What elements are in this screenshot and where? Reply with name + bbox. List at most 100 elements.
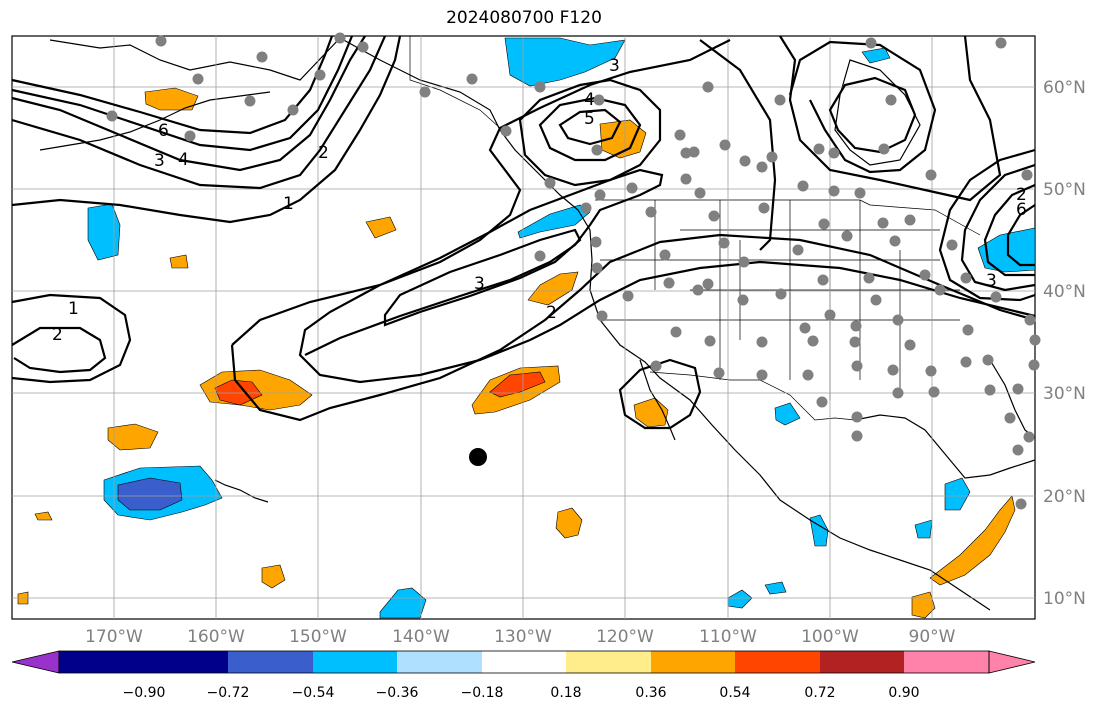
colorbar-bin bbox=[313, 651, 397, 673]
shade-orange-pac2 bbox=[169, 254, 189, 269]
lat-label: 30°N bbox=[1043, 384, 1086, 404]
lon-label: 150°W bbox=[289, 627, 347, 647]
shade-blue-south3 bbox=[764, 581, 787, 595]
colorbar-tick: 0.90 bbox=[888, 685, 919, 701]
contour-east-4 bbox=[1006, 204, 1036, 267]
contour-label: 3 bbox=[474, 274, 485, 294]
contour-1-left bbox=[11, 293, 132, 384]
border-alaska bbox=[409, 36, 501, 129]
contour-label: 6 bbox=[1016, 200, 1027, 220]
lon-label: 160°W bbox=[187, 627, 245, 647]
border-us-canada bbox=[595, 199, 981, 236]
lon-label: 170°W bbox=[85, 627, 143, 647]
colorbar-tick: −0.36 bbox=[376, 685, 419, 701]
contour-label: 3 bbox=[154, 151, 165, 171]
contour-3-inner bbox=[383, 228, 582, 327]
colorbar-bin bbox=[904, 651, 989, 673]
shade-orange-camerica bbox=[929, 495, 1016, 586]
shaded-anomalies bbox=[17, 37, 1036, 619]
colorbar-tick: 0.18 bbox=[550, 685, 581, 701]
contour-east-1 bbox=[938, 148, 1036, 302]
lat-label: 20°N bbox=[1043, 487, 1086, 507]
shade-orange-small bbox=[34, 511, 53, 521]
station-markers bbox=[106, 32, 1041, 510]
contour-label: 6 bbox=[158, 121, 169, 141]
contour-6-north bbox=[11, 35, 334, 135]
contour-1-north bbox=[11, 35, 402, 224]
colorbar-bin bbox=[59, 651, 144, 673]
lon-label: 140°W bbox=[392, 627, 450, 647]
contour-label: 5 bbox=[584, 109, 595, 129]
coast-alaska bbox=[49, 37, 341, 81]
colorbar-bin bbox=[820, 651, 904, 673]
lon-label: 90°W bbox=[909, 627, 956, 647]
colorbar-bin bbox=[735, 651, 820, 673]
coast-gulf-mex bbox=[854, 414, 1036, 479]
contour-label: 2 bbox=[546, 303, 557, 323]
shade-red-pac4 bbox=[489, 371, 546, 398]
shade-orange-pac1 bbox=[365, 216, 397, 239]
lat-label: 50°N bbox=[1043, 180, 1086, 200]
graticule bbox=[12, 36, 1035, 619]
contour-label: 3 bbox=[986, 271, 997, 291]
contour-east-2 bbox=[960, 163, 1036, 292]
shade-blue-gulfmex bbox=[774, 402, 801, 426]
contour-bc-5 bbox=[558, 108, 622, 146]
latitude-axis: 60°N 50°N 40°N 30°N 20°N 10°N bbox=[1043, 78, 1086, 609]
shade-orange-bering bbox=[144, 87, 199, 111]
shade-blue-alaska bbox=[504, 37, 626, 87]
contour-bc-3 bbox=[518, 78, 662, 187]
contour-4-north bbox=[11, 35, 354, 152]
contour-ne-canada-2 bbox=[828, 76, 917, 154]
contour-nw-canada bbox=[699, 39, 777, 251]
contours bbox=[11, 35, 1036, 430]
colorbar-tick: −0.54 bbox=[292, 685, 335, 701]
map-title: 2024080700 F120 bbox=[446, 8, 602, 28]
colorbar-tick: 0.54 bbox=[719, 685, 750, 701]
shade-orange-calcoast bbox=[527, 271, 579, 306]
contour-pac-outer bbox=[231, 39, 731, 346]
colorbar: −0.90 −0.72 −0.54 −0.36 −0.18 0.18 0.36 … bbox=[11, 650, 1036, 701]
lon-label: 100°W bbox=[801, 627, 859, 647]
lat-label: 40°N bbox=[1043, 282, 1086, 302]
contour-label: 3 bbox=[609, 56, 620, 76]
contour-label: 4 bbox=[178, 150, 189, 170]
contour-east-outer bbox=[779, 35, 1002, 202]
coast-hudson bbox=[834, 59, 921, 166]
shade-orange-hawaii-n bbox=[107, 423, 159, 451]
colorbar-tick: 0.72 bbox=[804, 685, 835, 701]
colorbar-extend-high bbox=[988, 650, 1036, 674]
coast-baja bbox=[639, 359, 676, 441]
colorbar-bin bbox=[482, 651, 566, 673]
shade-blue-yucatan bbox=[944, 477, 971, 511]
contour-bc-4 bbox=[538, 96, 642, 162]
coast-hawaii bbox=[214, 479, 269, 503]
contour-label: 2 bbox=[1016, 185, 1027, 205]
colorbar-tick: −0.72 bbox=[207, 685, 250, 701]
contour-2-north bbox=[11, 35, 387, 190]
colorbar-bin bbox=[397, 651, 482, 673]
contour-3-north bbox=[11, 35, 366, 172]
coast-gulf-alaska bbox=[339, 37, 501, 131]
coast-aleutians bbox=[39, 91, 271, 151]
storm-center-marker bbox=[469, 448, 487, 466]
contour-label: 1 bbox=[283, 194, 294, 214]
map-panel: 1 2 3 4 5 6 1 2 3 2 4 3 6 2 3 bbox=[11, 32, 1041, 620]
colorbar-bin bbox=[228, 651, 313, 673]
shade-darkblue-hawaii bbox=[117, 477, 183, 511]
colorbar-tick: −0.90 bbox=[123, 685, 166, 701]
contour-label: 4 bbox=[584, 90, 595, 110]
contour-east-3 bbox=[983, 183, 1036, 277]
contour-label: 1 bbox=[68, 299, 79, 319]
coast-west bbox=[499, 129, 991, 611]
longitude-axis: 170°W 160°W 150°W 140°W 130°W 120°W 110°… bbox=[85, 627, 956, 647]
lat-label: 60°N bbox=[1043, 78, 1086, 98]
shade-blue-ne-canada bbox=[861, 47, 891, 64]
shade-blue-caribbean bbox=[914, 519, 933, 539]
shade-orange-south bbox=[911, 591, 936, 619]
colorbar-bin bbox=[566, 651, 651, 673]
lon-label: 130°W bbox=[494, 627, 552, 647]
colorbar-tick: −0.18 bbox=[461, 685, 504, 701]
contour-2-left bbox=[11, 326, 107, 374]
